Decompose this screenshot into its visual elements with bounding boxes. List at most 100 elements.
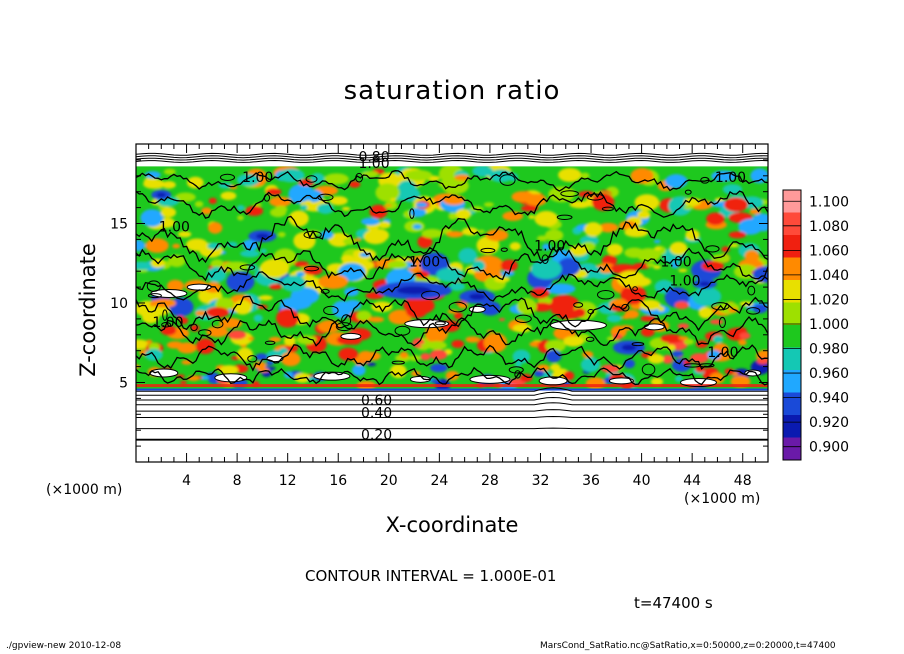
contour-label: 0.80: [358, 149, 389, 165]
contour-loop: [162, 309, 168, 321]
field-patch: [685, 229, 700, 241]
contour-loop: [469, 374, 511, 384]
contour-line: [136, 215, 768, 264]
field-patch: [542, 243, 551, 251]
contour-lines: [136, 152, 768, 441]
field-patch: [671, 262, 680, 269]
field-patch: [341, 206, 351, 211]
colorbar-swatch: [783, 370, 801, 393]
colorbar-label: 0.960: [809, 366, 849, 382]
field-patch: [214, 373, 247, 382]
field-patch: [361, 217, 380, 226]
field-patch: [722, 184, 743, 195]
colorbar-label: 1.040: [809, 268, 849, 284]
x-axis-unit-right: (×1000 m): [684, 491, 761, 507]
contour-loop: [514, 370, 521, 379]
field-patch: [415, 202, 428, 208]
field-patch: [269, 283, 283, 290]
field-patch: [300, 204, 308, 211]
field-patch: [303, 200, 313, 206]
contour-line: [136, 170, 768, 192]
contour-loop: [317, 193, 334, 201]
contour-loop: [391, 360, 405, 365]
field-patch: [525, 193, 547, 207]
contour-loop: [434, 321, 446, 326]
contour-line: [136, 155, 768, 159]
contour-loop: [746, 307, 761, 315]
field-patch: [637, 210, 651, 219]
contour-loop: [631, 342, 645, 347]
field-patch: [145, 238, 169, 253]
field-patch: [621, 344, 637, 351]
field-patch: [176, 315, 184, 319]
field-patch: [237, 215, 244, 221]
field-patch: [180, 380, 187, 385]
contour-line: [136, 391, 768, 396]
field-patch: [545, 229, 564, 242]
contour-loop: [468, 305, 486, 313]
field-patch: [667, 344, 676, 351]
contour-label: 0.20: [361, 428, 392, 444]
field-patch: [458, 302, 469, 309]
x-tick-label: 28: [481, 473, 499, 489]
contour-loop: [409, 208, 415, 219]
field-patch: [634, 194, 660, 211]
field-patch: [624, 359, 635, 369]
contour-loop: [303, 230, 322, 239]
contour-loop: [585, 336, 595, 342]
x-tick-label: 44: [683, 473, 701, 489]
contour-loop: [340, 332, 362, 340]
contour-loop: [608, 377, 634, 385]
contour-label: 1.00: [661, 254, 692, 270]
field-patch: [585, 377, 606, 390]
field-patch: [172, 243, 181, 249]
contour-loop: [586, 193, 604, 201]
x-tick-label: 8: [233, 473, 242, 489]
contour-loop: [587, 309, 595, 315]
colorbar-swatch: [783, 302, 801, 326]
field-patch: [236, 347, 253, 362]
contour-loop: [621, 303, 630, 312]
contour-loop: [641, 363, 656, 376]
field-patch: [448, 212, 458, 220]
field-patch: [378, 221, 391, 229]
field-patch: [412, 224, 422, 230]
field-patch: [430, 378, 442, 384]
field-patch: [750, 168, 768, 184]
field-patch: [338, 263, 366, 282]
field-patch: [354, 238, 362, 242]
field-patch: [738, 339, 747, 346]
y-tick-label: 10: [110, 296, 128, 312]
x-tick-label: 24: [430, 473, 448, 489]
colorbar-swatch: [783, 257, 801, 281]
field-patch: [699, 281, 711, 287]
field-patch: [539, 376, 568, 385]
field-patch: [390, 364, 407, 379]
field-patch: [709, 319, 724, 325]
field-patch: [471, 260, 486, 272]
field-patch: [556, 310, 581, 320]
field-patch: [514, 362, 522, 368]
contour-line: [136, 295, 768, 332]
contour-label: 1.00: [358, 156, 389, 172]
colorbar-swatch: [783, 415, 801, 438]
contour-loop: [303, 265, 320, 272]
field-patch: [201, 207, 212, 215]
x-axis-label: X-coordinate: [385, 513, 519, 537]
x-tick-label: 16: [329, 473, 347, 489]
field-patch: [371, 301, 393, 312]
field-patch: [227, 330, 247, 340]
contour-loop: [266, 355, 284, 363]
field-patch: [186, 176, 204, 189]
colorbar-label: 1.080: [809, 219, 849, 235]
contour-line: [136, 427, 768, 430]
x-axis-unit-left: (×1000 m): [46, 482, 123, 498]
field-patch: [563, 336, 584, 347]
field-patch: [348, 180, 361, 188]
contour-label: 1.00: [715, 170, 746, 186]
colorbar-label: 0.920: [809, 415, 849, 431]
contour-loop: [500, 247, 508, 252]
x-tick-label: 4: [182, 473, 191, 489]
field-patch: [472, 165, 494, 177]
field-patch: [149, 368, 178, 377]
